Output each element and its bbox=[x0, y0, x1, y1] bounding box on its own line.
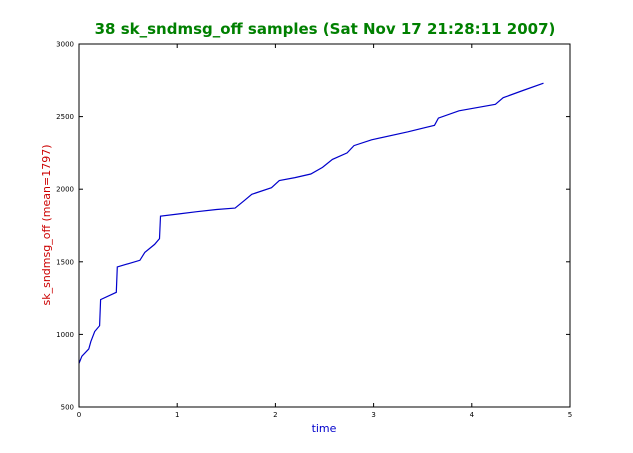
y-tick-label-5: 3000 bbox=[56, 41, 74, 49]
x-tick-label-1: 1 bbox=[175, 411, 179, 419]
series-line-0 bbox=[78, 82, 544, 364]
x-axis: 0 1 2 3 4 5 bbox=[77, 44, 572, 419]
y-tick-label-4: 2500 bbox=[56, 113, 74, 121]
x-tick-label-5: 5 bbox=[568, 411, 572, 419]
y-tick-label-2: 1500 bbox=[56, 258, 74, 266]
x-tick-label-0: 0 bbox=[77, 411, 81, 419]
chart-title: 38 sk_sndmsg_off samples (Sat Nov 17 21:… bbox=[95, 20, 556, 38]
x-tick-label-3: 3 bbox=[371, 411, 375, 419]
plot-frame bbox=[78, 43, 571, 408]
plot-area bbox=[78, 82, 544, 364]
x-axis-label: time bbox=[312, 422, 337, 435]
y-tick-label-1: 1000 bbox=[56, 331, 74, 339]
y-axis-label: sk_sndmsg_off (mean=1797) bbox=[40, 144, 53, 305]
y-tick-label-3: 2000 bbox=[56, 186, 74, 194]
y-tick-label-0: 500 bbox=[61, 404, 74, 412]
y-axis: 500 1000 1500 2000 2500 3000 bbox=[56, 41, 570, 412]
x-tick-label-4: 4 bbox=[470, 411, 475, 419]
x-tick-label-2: 2 bbox=[273, 411, 277, 419]
